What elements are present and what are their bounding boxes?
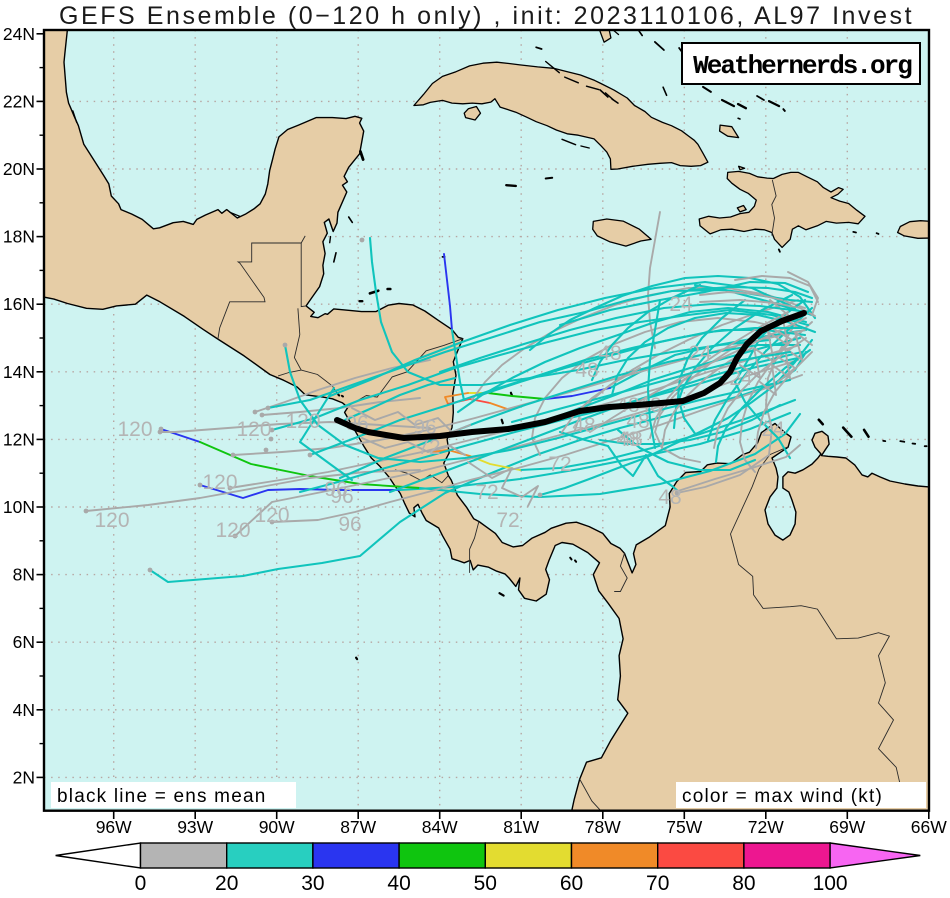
svg-text:24: 24 xyxy=(669,293,693,316)
svg-text:70: 70 xyxy=(646,872,669,893)
svg-text:48: 48 xyxy=(598,342,621,365)
svg-text:48: 48 xyxy=(658,486,681,509)
svg-text:48: 48 xyxy=(619,428,642,451)
svg-text:78W: 78W xyxy=(585,817,621,837)
svg-text:90W: 90W xyxy=(259,817,295,837)
svg-text:GEFS Ensemble (0−120 h only) ,: GEFS Ensemble (0−120 h only) , init: 202… xyxy=(59,2,914,30)
svg-text:8N: 8N xyxy=(13,565,35,585)
svg-text:50: 50 xyxy=(474,872,497,893)
svg-text:10N: 10N xyxy=(3,497,35,517)
svg-text:16N: 16N xyxy=(3,294,35,314)
svg-text:48: 48 xyxy=(572,414,595,437)
svg-text:80: 80 xyxy=(732,872,755,893)
svg-text:81W: 81W xyxy=(503,817,539,837)
svg-text:69W: 69W xyxy=(829,817,865,837)
svg-text:96: 96 xyxy=(338,513,361,536)
svg-text:24: 24 xyxy=(688,342,712,365)
svg-text:2N: 2N xyxy=(13,767,35,787)
svg-text:Weathernerds.org: Weathernerds.org xyxy=(693,51,912,81)
svg-text:96W: 96W xyxy=(96,817,132,837)
svg-text:84W: 84W xyxy=(422,817,458,837)
svg-text:120: 120 xyxy=(94,509,129,532)
svg-text:120: 120 xyxy=(117,418,152,441)
svg-text:24: 24 xyxy=(761,418,785,441)
svg-text:93W: 93W xyxy=(177,817,213,837)
svg-text:14N: 14N xyxy=(3,362,35,382)
svg-text:72W: 72W xyxy=(748,817,784,837)
svg-text:48: 48 xyxy=(575,359,598,382)
svg-text:72: 72 xyxy=(496,509,519,532)
svg-text:0: 0 xyxy=(135,872,147,893)
svg-text:100: 100 xyxy=(813,872,848,893)
svg-text:22N: 22N xyxy=(3,91,35,111)
svg-text:24N: 24N xyxy=(3,24,35,44)
svg-text:87W: 87W xyxy=(340,817,376,837)
svg-text:72: 72 xyxy=(475,481,498,504)
svg-text:120: 120 xyxy=(254,504,289,527)
svg-text:72: 72 xyxy=(548,453,571,476)
svg-text:18N: 18N xyxy=(3,227,35,247)
svg-text:30: 30 xyxy=(301,872,324,893)
svg-text:20N: 20N xyxy=(3,159,35,179)
svg-text:color = max wind (kt): color = max wind (kt) xyxy=(682,786,883,807)
svg-text:40: 40 xyxy=(387,872,410,893)
svg-text:120: 120 xyxy=(236,418,271,441)
svg-text:96: 96 xyxy=(330,485,353,508)
svg-text:120: 120 xyxy=(285,410,320,433)
svg-text:black line = ens mean: black line = ens mean xyxy=(57,786,267,807)
svg-text:66W: 66W xyxy=(911,817,947,837)
svg-text:12N: 12N xyxy=(3,429,35,449)
svg-text:120: 120 xyxy=(215,519,250,542)
svg-text:6N: 6N xyxy=(13,632,35,652)
svg-text:120: 120 xyxy=(202,471,237,494)
svg-text:75W: 75W xyxy=(666,817,702,837)
svg-text:4N: 4N xyxy=(13,700,35,720)
svg-text:20: 20 xyxy=(215,872,238,893)
svg-text:60: 60 xyxy=(560,872,583,893)
